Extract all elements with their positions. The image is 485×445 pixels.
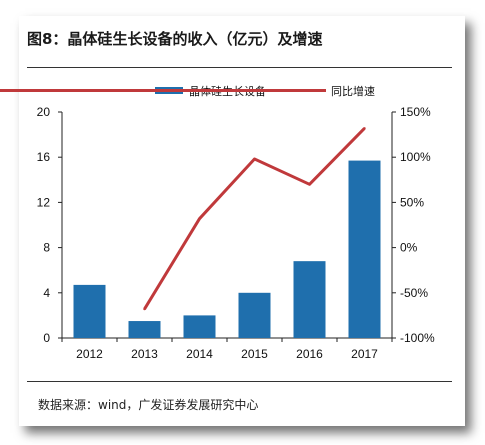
growth-point — [308, 183, 311, 186]
growth-point — [143, 307, 146, 311]
chart-title: 图8：晶体硅生长设备的收入（亿元）及增速 — [27, 30, 323, 48]
y-tick-label-right: -50% — [400, 286, 428, 300]
y-tick-label-left: 16 — [37, 150, 51, 164]
x-tick-label: 2013 — [131, 347, 158, 361]
chart-card — [19, 16, 465, 426]
y-tick-label-right: 150% — [400, 105, 431, 119]
bar — [293, 261, 326, 338]
chart-legend: 晶体硅生长设备 同比增速 — [0, 84, 375, 98]
y-tick-label-right: 100% — [400, 150, 431, 164]
y-tick-label-left: 12 — [37, 195, 51, 209]
growth-point — [253, 157, 256, 161]
source-rule — [27, 381, 452, 382]
y-tick-label-right: 0% — [400, 241, 418, 255]
y-tick-label-right: 50% — [400, 195, 424, 209]
x-tick-label: 2015 — [241, 347, 268, 361]
bar — [183, 315, 216, 338]
growth-point — [198, 217, 201, 220]
y-tick-label-left: 20 — [37, 105, 51, 119]
legend-line-label: 同比增速 — [331, 84, 375, 98]
growth-point — [363, 127, 366, 130]
source-note: 数据来源：wind，广发证券发展研究中心 — [38, 398, 259, 412]
y-tick-label-left: 0 — [43, 331, 50, 345]
y-tick-label-left: 4 — [43, 286, 50, 300]
y-tick-label-right: -100% — [400, 331, 435, 345]
y-tick-label-left: 8 — [43, 241, 50, 255]
x-tick-label: 2014 — [186, 347, 213, 361]
bar — [128, 321, 161, 338]
x-tick-label: 2012 — [76, 347, 103, 361]
x-tick-label: 2017 — [351, 347, 378, 361]
bar — [73, 284, 106, 338]
x-tick-label: 2016 — [296, 347, 323, 361]
bar — [238, 292, 271, 338]
bar — [348, 160, 381, 338]
growth-line — [143, 127, 366, 310]
title-rule — [27, 67, 452, 68]
